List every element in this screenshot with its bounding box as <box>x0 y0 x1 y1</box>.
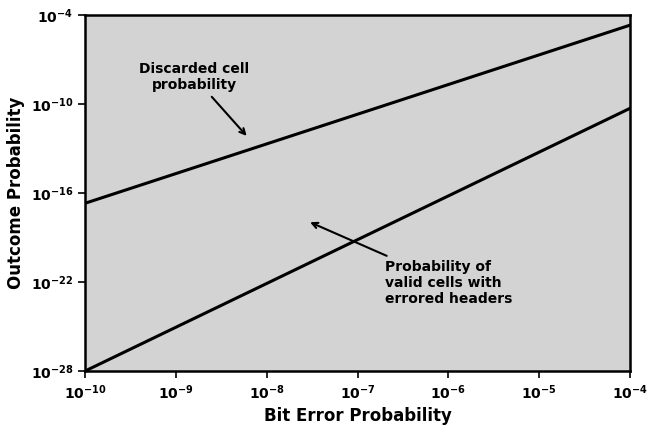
Text: Discarded cell
probability: Discarded cell probability <box>139 62 249 134</box>
X-axis label: Bit Error Probability: Bit Error Probability <box>263 407 451 425</box>
Text: Probability of
valid cells with
errored headers: Probability of valid cells with errored … <box>312 223 512 306</box>
Y-axis label: Outcome Probability: Outcome Probability <box>7 97 25 289</box>
